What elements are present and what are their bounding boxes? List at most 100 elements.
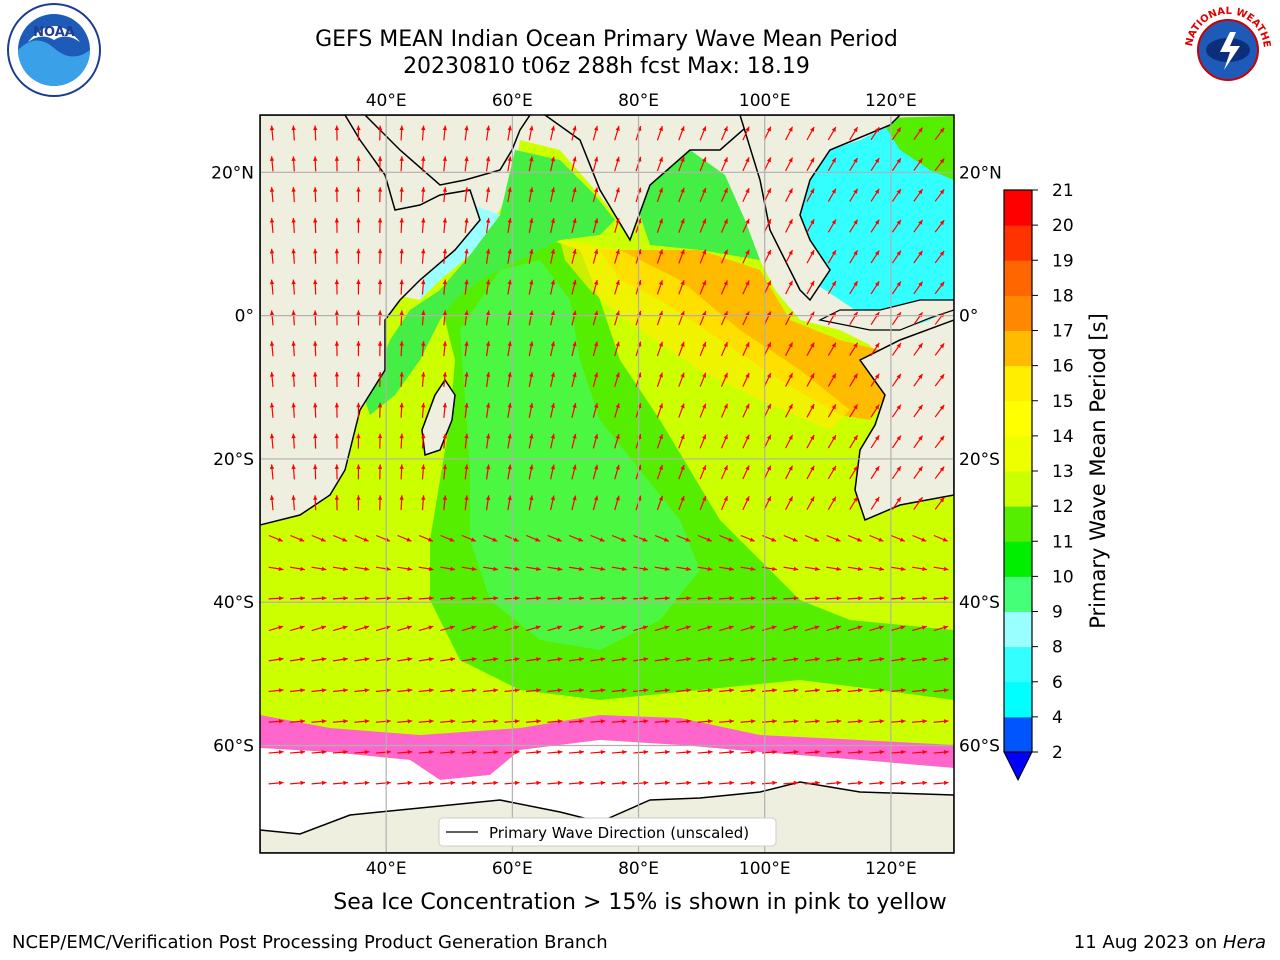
wave-arrow xyxy=(678,218,685,233)
wave-arrow xyxy=(891,496,902,510)
wave-arrow xyxy=(507,187,512,203)
wave-arrow-head xyxy=(269,495,275,500)
wave-arrow xyxy=(913,435,924,449)
wave-arrow-head xyxy=(879,596,885,601)
wave-arrow-head xyxy=(572,279,577,285)
wave-arrow xyxy=(525,596,542,601)
map-title: GEFS MEAN Indian Ocean Primary Wave Mean… xyxy=(315,27,898,52)
wave-arrow-head xyxy=(658,495,663,501)
wave-arrow xyxy=(719,657,735,662)
wave-arrow-head xyxy=(464,310,469,316)
wave-arrow xyxy=(592,372,599,387)
wave-arrow-head xyxy=(529,218,534,223)
wave-arrow-head xyxy=(557,749,563,755)
wave-arrow xyxy=(571,372,577,388)
wave-arrow xyxy=(354,534,369,542)
wave-arrow-head xyxy=(572,495,577,501)
wave-arrow-head xyxy=(291,187,296,192)
wave-arrow xyxy=(268,688,284,693)
wave-arrow xyxy=(550,218,556,233)
wave-arrow-head xyxy=(514,625,520,630)
wave-arrow xyxy=(614,403,620,418)
wave-arrow xyxy=(528,248,534,264)
wave-arrow xyxy=(269,402,275,418)
wave-arrow xyxy=(334,464,340,480)
wave-arrow xyxy=(614,464,620,480)
wave-arrow xyxy=(268,596,284,601)
wave-arrow-head xyxy=(921,537,927,542)
wave-arrow xyxy=(313,156,318,172)
wave-arrow-head xyxy=(320,537,326,542)
wave-arrow-head xyxy=(485,187,491,193)
wave-arrow-head xyxy=(853,188,858,194)
wave-arrow-head xyxy=(918,127,923,133)
wave-arrow-head xyxy=(772,719,777,724)
wave-arrow-head xyxy=(507,156,512,162)
wave-arrow xyxy=(421,495,426,511)
wave-arrow xyxy=(740,780,756,786)
wave-arrow xyxy=(571,495,577,511)
wave-arrow xyxy=(375,657,391,662)
wave-arrow xyxy=(313,125,318,141)
wave-arrow-head xyxy=(450,688,456,693)
wave-arrow xyxy=(720,156,728,172)
wave-arrow-head xyxy=(922,688,928,693)
wave-arrow-head xyxy=(599,537,605,542)
wave-arrow xyxy=(507,310,512,326)
wave-arrow-head xyxy=(386,688,391,693)
wave-arrow-head xyxy=(278,566,284,572)
wave-arrow-head xyxy=(529,433,534,439)
wave-arrow-head xyxy=(766,373,771,379)
wave-arrow-head xyxy=(665,719,670,724)
wave-arrow-head xyxy=(485,125,491,131)
wave-arrow-head xyxy=(579,749,584,755)
wave-arrow xyxy=(525,566,541,572)
wave-arrow xyxy=(720,126,728,141)
wave-arrow-head xyxy=(900,657,906,662)
wave-arrow-head xyxy=(399,156,404,161)
wave-arrow-head xyxy=(536,566,541,572)
wave-arrow xyxy=(377,310,383,326)
wave-arrow-head xyxy=(939,497,945,503)
colorbar-tick-label: 13 xyxy=(1052,462,1074,482)
wave-arrow xyxy=(397,749,413,755)
wave-arrow xyxy=(720,187,728,203)
wave-arrow-head xyxy=(622,688,627,693)
wave-arrow xyxy=(547,719,563,724)
wave-arrow-head xyxy=(615,341,620,347)
wave-arrow-head xyxy=(513,537,519,542)
wave-arrow-head xyxy=(680,465,685,471)
wave-arrow xyxy=(418,749,434,755)
wave-arrow xyxy=(590,780,606,786)
wave-arrow-head xyxy=(269,187,275,192)
wave-arrow-head xyxy=(615,310,620,316)
wave-arrow-head xyxy=(788,126,793,132)
wave-arrow-head xyxy=(464,341,469,346)
wave-arrow-head xyxy=(707,566,713,572)
wave-arrow-head xyxy=(814,657,820,662)
wave-arrow xyxy=(719,688,735,693)
wave-arrow xyxy=(654,749,670,755)
wave-arrow xyxy=(913,127,924,141)
wave-arrow xyxy=(313,310,318,326)
wave-arrow xyxy=(464,125,469,141)
wave-arrow xyxy=(891,435,902,449)
wave-arrow xyxy=(442,248,448,264)
wave-arrow-head xyxy=(723,311,728,317)
wave-arrow xyxy=(785,218,794,233)
legend-box xyxy=(438,817,777,847)
colorbar-segment xyxy=(1004,611,1032,648)
wave-arrow-head xyxy=(750,596,756,601)
wave-arrow xyxy=(592,279,599,295)
wave-arrow xyxy=(421,279,426,295)
wave-arrow-head xyxy=(529,464,534,470)
wave-arrow xyxy=(291,217,296,233)
wave-arrow xyxy=(913,188,924,202)
wave-arrow-head xyxy=(766,188,771,194)
wave-arrow-head xyxy=(464,187,469,192)
wave-arrow-head xyxy=(664,566,670,572)
wave-arrow-head xyxy=(858,719,863,724)
wave-arrow-head xyxy=(321,657,327,662)
wave-arrow xyxy=(934,466,945,479)
wave-arrow-head xyxy=(853,157,858,163)
